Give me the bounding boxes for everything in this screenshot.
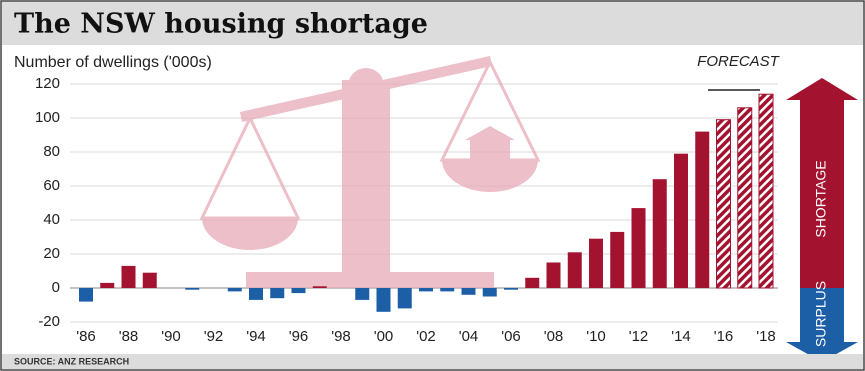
x-tick-label: '10 (586, 328, 606, 345)
shortage-arrow (786, 78, 858, 288)
bar (546, 262, 561, 288)
bar (674, 153, 688, 288)
bar (79, 288, 93, 302)
y-tick-label: -20 (38, 313, 60, 330)
forecast-bar (716, 119, 731, 289)
bar (376, 288, 391, 312)
x-tick-label: '92 (204, 328, 224, 345)
x-tick-label: '06 (501, 328, 521, 345)
x-tick-label: '94 (246, 328, 266, 345)
x-tick-label: '86 (76, 328, 96, 345)
y-tick-label: 100 (35, 109, 60, 126)
x-tick-label: '12 (629, 328, 649, 345)
y-tick-label: 40 (43, 211, 60, 228)
bar (270, 288, 285, 299)
bar (121, 265, 136, 288)
chart-title: The NSW housing shortage (14, 9, 428, 40)
forecast-bar (758, 93, 774, 289)
bar (652, 179, 667, 288)
bar (312, 286, 327, 288)
x-tick-label: '02 (416, 328, 436, 345)
bar (227, 288, 242, 292)
bar (419, 288, 433, 292)
bar (525, 277, 540, 288)
y-axis-label: Number of dwellings ('000s) (14, 54, 212, 71)
bar (397, 288, 412, 309)
x-tick-label: '18 (756, 328, 776, 345)
bar (355, 288, 370, 300)
x-tick-label: '04 (459, 328, 479, 345)
bar (185, 288, 200, 290)
shortage-label: SHORTAGE (813, 160, 829, 237)
scales-illustration (199, 56, 541, 288)
title-band (2, 2, 863, 45)
x-tick-label: '96 (289, 328, 309, 345)
y-tick-label: 20 (43, 245, 60, 262)
bar (440, 288, 455, 292)
x-tick-label: '00 (374, 328, 394, 345)
forecast-bar (737, 107, 753, 289)
forecast-label: FORECAST (697, 53, 781, 70)
bar (482, 288, 497, 297)
bar (631, 208, 646, 288)
x-tick-label: '14 (671, 328, 691, 345)
x-tick-label: '98 (331, 328, 351, 345)
bar (504, 288, 518, 290)
bar (461, 288, 476, 295)
bar (142, 272, 157, 288)
bar (610, 231, 625, 288)
y-tick-label: 0 (52, 279, 60, 296)
x-tick-label: '88 (119, 328, 139, 345)
source: SOURCE: ANZ RESEARCH (14, 356, 129, 366)
bar (695, 131, 710, 288)
y-tick-label: 80 (43, 143, 60, 160)
x-tick-label: '16 (714, 328, 734, 345)
x-tick-label: '90 (161, 328, 181, 345)
bar (291, 288, 306, 294)
surplus-label: SURPLUS (813, 281, 829, 347)
x-tick-label: '08 (544, 328, 564, 345)
bar (100, 282, 115, 288)
bar (589, 238, 603, 288)
y-tick-label: 60 (43, 177, 60, 194)
y-tick-label: 120 (35, 75, 60, 92)
bar (567, 252, 582, 288)
source-band (2, 354, 863, 369)
bar (249, 288, 263, 300)
surplus-arrow (786, 288, 858, 362)
